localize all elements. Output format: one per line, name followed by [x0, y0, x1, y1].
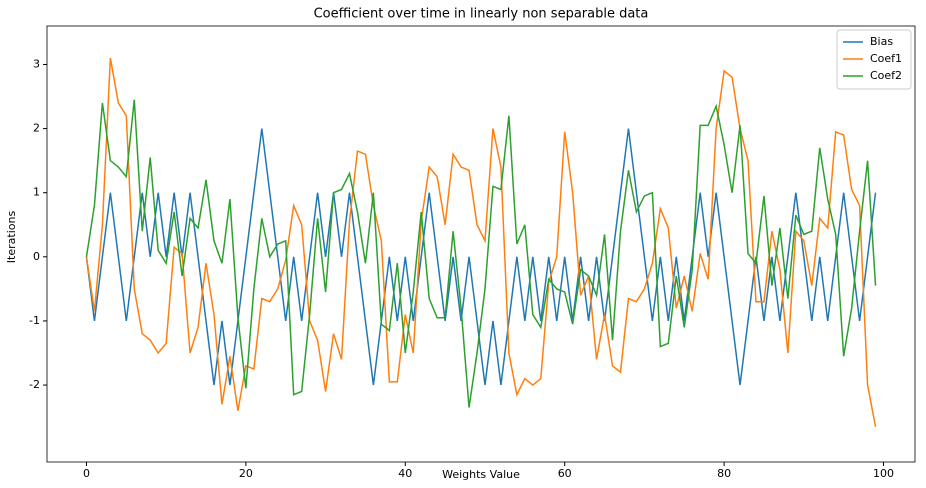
- plot-frame: [46, 25, 916, 463]
- y-tick-label: 0: [33, 250, 40, 263]
- y-tick-label: -1: [29, 314, 40, 327]
- y-tick-label: 3: [33, 57, 40, 70]
- x-tick-label: 80: [717, 467, 731, 480]
- x-tick-label: 100: [873, 467, 894, 480]
- legend-label: Bias: [870, 35, 893, 48]
- x-tick-label: 60: [558, 467, 572, 480]
- legend: Bias Coef1 Coef2: [836, 29, 912, 90]
- x-tick-label: 40: [398, 467, 412, 480]
- y-tick-label: 2: [33, 122, 40, 135]
- y-axis-label: Iterations: [5, 211, 18, 264]
- x-tick-label: 20: [239, 467, 253, 480]
- legend-label: Coef2: [870, 69, 902, 82]
- series-line: [85, 57, 877, 427]
- x-tick-label: 0: [83, 467, 90, 480]
- series-line: [85, 99, 877, 408]
- x-axis-label: Weights Value: [442, 468, 520, 481]
- chart-title: Coefficient over time in linearly non se…: [314, 7, 649, 22]
- legend-label: Coef1: [870, 52, 902, 65]
- legend-box: [836, 29, 912, 90]
- y-tick-label: -2: [29, 378, 40, 391]
- y-tick-label: 1: [33, 186, 40, 199]
